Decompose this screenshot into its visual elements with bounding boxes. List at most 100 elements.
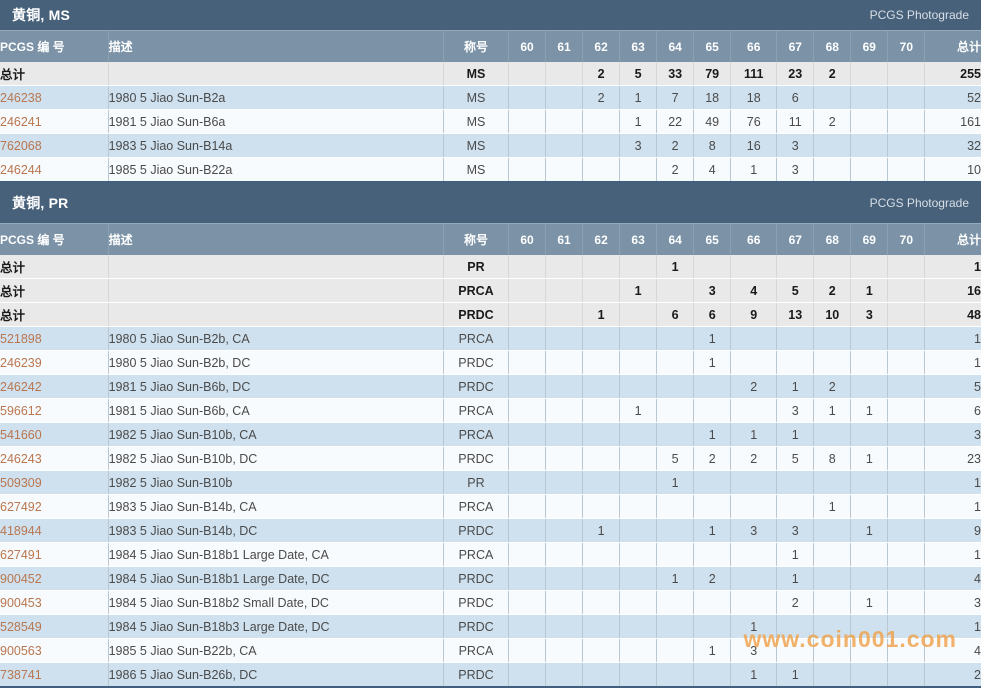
grade-cell-66: 1 (730, 614, 777, 639)
description-cell (107, 302, 444, 327)
grade-cell-62 (582, 133, 620, 158)
photograde-link[interactable]: PCGS Photograde (869, 196, 969, 210)
grade-cell-64: 6 (656, 302, 694, 327)
pcgs-number-cell: 900563 (0, 638, 109, 663)
pcgs-number-link[interactable]: 521898 (0, 331, 42, 346)
grade-cell-61 (545, 62, 583, 86)
grade-cell-65: 8 (693, 133, 731, 158)
table-row: 521898 1980 5 Jiao Sun-B2b, CA PRCA 1 1 (0, 326, 981, 351)
pcgs-number-cell: 627491 (0, 542, 109, 567)
grade-cell-66 (730, 494, 777, 519)
pcgs-number-cell: 246241 (0, 109, 109, 134)
table-row: 528549 1984 5 Jiao Sun-B18b3 Large Date, … (0, 614, 981, 639)
total-cell: 1 (924, 542, 981, 567)
grade-cell-63 (619, 662, 657, 688)
table-row: 246239 1980 5 Jiao Sun-B2b, DC PRDC 1 1 (0, 350, 981, 375)
pcgs-number-link[interactable]: 627492 (0, 499, 42, 514)
grade-cell-69 (850, 374, 888, 399)
grade-cell-69 (850, 326, 888, 351)
pcgs-number-link[interactable]: 246244 (0, 162, 42, 177)
pcgs-number-link[interactable]: 509309 (0, 475, 42, 490)
pcgs-number-link[interactable]: 246241 (0, 114, 42, 129)
designation-cell: PRCA (442, 494, 509, 519)
grade-cell-60 (507, 542, 546, 567)
grade-cell-68: 10 (813, 302, 851, 327)
grade-cell-67: 3 (776, 398, 814, 423)
grade-cell-61 (545, 422, 583, 447)
grade-cell-68: 2 (813, 278, 851, 303)
pcgs-number-link[interactable]: 246238 (0, 90, 42, 105)
pcgs-number-link[interactable]: 541660 (0, 427, 42, 442)
total-cell: 161 (924, 109, 981, 134)
grade-cell-63 (619, 614, 657, 639)
grade-cell-65: 79 (693, 62, 731, 86)
grade-cell-66: 9 (730, 302, 777, 327)
total-cell: 9 (924, 518, 981, 543)
designation-cell: PRDC (442, 566, 509, 591)
column-header-grade-69: 69 (850, 223, 888, 255)
grade-cell-60 (507, 638, 546, 663)
grade-cell-69 (850, 85, 888, 110)
pcgs-number-link[interactable]: 900563 (0, 643, 42, 658)
grade-cell-63 (619, 326, 657, 351)
description-cell (107, 278, 444, 303)
description-cell: 1984 5 Jiao Sun-B18b1 Large Date, CA (107, 542, 444, 567)
table-row: 738741 1986 5 Jiao Sun-B26b, DC PRDC 1 1 2 (0, 662, 981, 688)
grade-cell-68: 2 (813, 109, 851, 134)
grade-cell-66: 111 (730, 62, 777, 86)
grade-cell-70 (887, 133, 925, 158)
total-cell: 4 (924, 638, 981, 663)
pcgs-number-link[interactable]: 900452 (0, 571, 42, 586)
table-row: 627492 1983 5 Jiao Sun-B14b, CA PRCA 1 1 (0, 494, 981, 519)
pcgs-number-link[interactable]: 246242 (0, 379, 42, 394)
total-cell: 5 (924, 374, 981, 399)
pcgs-number-link[interactable]: 900453 (0, 595, 42, 610)
pcgs-number-cell: 762068 (0, 133, 109, 158)
grade-cell-63: 1 (619, 398, 657, 423)
total-cell: 1 (924, 326, 981, 351)
pcgs-number-link[interactable]: 627491 (0, 547, 42, 562)
grade-cell-69 (850, 566, 888, 591)
grade-cell-68: 1 (813, 398, 851, 423)
pcgs-number-link[interactable]: 762068 (0, 138, 42, 153)
section-title: 黄铜, MS (12, 7, 70, 23)
pcgs-number-cell: 509309 (0, 470, 109, 495)
grade-cell-68 (813, 590, 851, 615)
description-cell: 1986 5 Jiao Sun-B26b, DC (107, 662, 444, 688)
designation-cell: PRDC (442, 350, 509, 375)
grade-cell-61 (545, 446, 583, 471)
grade-cell-70 (887, 494, 925, 519)
pcgs-number-link[interactable]: 596612 (0, 403, 42, 418)
column-header-total: 总计 (924, 223, 981, 255)
grade-cell-67 (776, 494, 814, 519)
column-header-grade-63: 63 (619, 223, 657, 255)
grade-cell-68 (813, 638, 851, 663)
pcgs-number-link[interactable]: 246243 (0, 451, 42, 466)
grade-cell-64: 1 (656, 566, 694, 591)
description-cell: 1983 5 Jiao Sun-B14b, DC (107, 518, 444, 543)
pcgs-number-link[interactable]: 246239 (0, 355, 42, 370)
column-header-grade-62: 62 (582, 30, 620, 62)
pcgs-number-link[interactable]: 528549 (0, 619, 42, 634)
total-cell: 2 (924, 662, 981, 688)
pcgs-number-cell: 900453 (0, 590, 109, 615)
designation-cell: PRDC (442, 518, 509, 543)
grade-cell-60 (507, 374, 546, 399)
grade-cell-62 (582, 446, 620, 471)
grade-cell-63 (619, 255, 657, 279)
grade-cell-67: 1 (776, 566, 814, 591)
designation-cell: PRCA (442, 542, 509, 567)
description-cell: 1981 5 Jiao Sun-B6a (107, 109, 444, 134)
table-row: 418944 1983 5 Jiao Sun-B14b, DC PRDC 1 1 3 3 1 9 (0, 518, 981, 543)
population-table-pr: PCGS 编 号描述 称号 60 61 62 63 64 65 66 67 68 69 70 总计 总计 PR… (0, 223, 981, 688)
grade-cell-70 (887, 566, 925, 591)
grade-cell-61 (545, 326, 583, 351)
pcgs-number-link[interactable]: 738741 (0, 667, 42, 682)
designation-cell: PR (442, 255, 509, 279)
photograde-link[interactable]: PCGS Photograde (869, 8, 969, 22)
section-header-pr: 黄铜, PR PCGS Photograde (0, 183, 981, 223)
total-cell: 52 (924, 85, 981, 110)
grade-cell-65: 1 (693, 350, 731, 375)
column-header-description: 描述 (107, 223, 444, 255)
pcgs-number-link[interactable]: 418944 (0, 523, 42, 538)
